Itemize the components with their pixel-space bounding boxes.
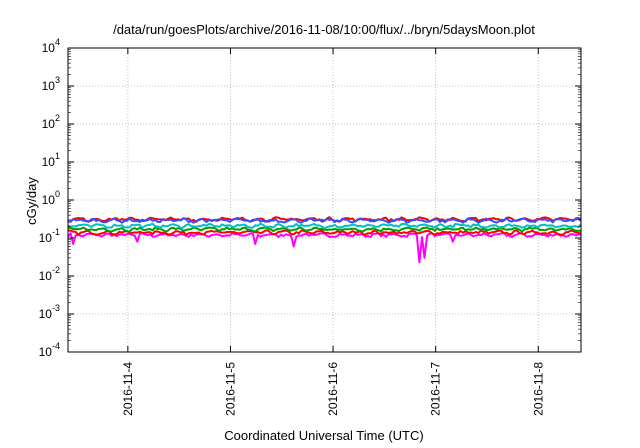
y-tick-label: 10-2 [39,265,60,283]
y-tick-label: 102 [42,113,60,131]
plot-frame [67,47,582,353]
y-tick-label: 10-1 [39,227,60,245]
x-axis: 2016-11-4 2016-11-5 2016-11-6 2016-11-7 2016… [121,48,545,416]
y-tick-label: 101 [42,151,60,169]
y-tick-label: 104 [42,37,60,55]
x-axis-label: Coordinated Universal Time (UTC) [224,428,423,443]
x-tick-label: 2016-11-7 [429,362,443,416]
grid-lines [68,48,581,352]
series-line-6 [68,217,582,224]
x-tick-label: 2016-11-5 [223,362,237,416]
x-tick-label: 2016-11-4 [121,362,135,416]
chart-title: /data/run/goesPlots/archive/2016-11-08/1… [113,22,535,37]
series-group [67,216,582,264]
x-tick-label: 2016-11-8 [531,362,545,416]
x-tick-label: 2016-11-6 [326,362,340,416]
series-line-2 [67,229,582,236]
y-tick-label: 10-4 [39,341,60,359]
y-tick-label: 103 [42,75,60,93]
y-tick-label: 10-3 [39,303,60,321]
series-line-3 [67,226,582,233]
series-line-1 [67,232,582,264]
y-axis-label: cGy/day [24,177,39,225]
y-tick-label: 100 [42,189,60,207]
series-line-4 [67,222,582,230]
y-axis: 10-4 10-3 10-2 10-1 100 101 102 103 104 [39,37,581,359]
